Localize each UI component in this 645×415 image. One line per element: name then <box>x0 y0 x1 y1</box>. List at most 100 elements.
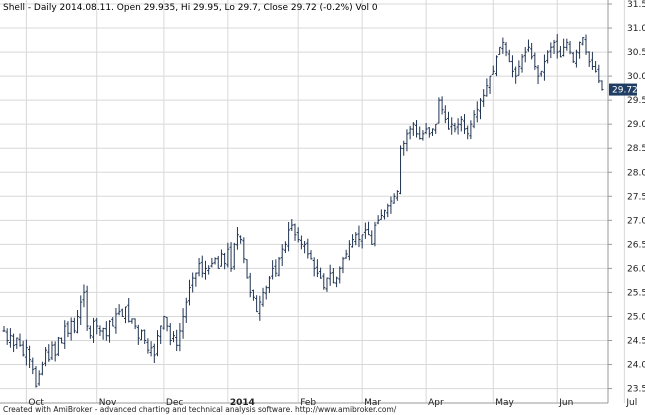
ohlc-bar <box>389 196 393 214</box>
ohlc-bar <box>578 41 582 59</box>
ohlc-bar <box>450 117 454 135</box>
ohlc-bar <box>223 252 227 270</box>
chart-title: Shell - Daily 2014.08.11. Open 29.935, H… <box>3 3 378 13</box>
ohlc-bar <box>555 34 559 59</box>
ohlc-bar <box>590 51 594 70</box>
ohlc-bar <box>76 310 80 334</box>
ohlc-bar <box>37 370 41 386</box>
y-tick-label: 25.0 <box>627 312 645 322</box>
ohlc-bar <box>53 341 57 362</box>
ohlc-bar <box>66 321 70 338</box>
ohlc-bar <box>140 329 144 341</box>
y-tick-label: 28.0 <box>627 168 645 178</box>
ohlc-bar <box>303 240 307 254</box>
y-tick-label: 26.5 <box>627 240 645 250</box>
ohlc-bar <box>88 325 92 339</box>
x-tick-label: May <box>495 398 514 408</box>
price-bars <box>2 34 604 388</box>
ohlc-bar <box>456 118 460 135</box>
ohlc-bar <box>18 333 22 347</box>
ohlc-bar <box>197 257 201 277</box>
footer-credit: Created with AmiBroker - advanced charti… <box>3 405 397 414</box>
ohlc-bar <box>245 259 249 279</box>
y-tick-label: 31.0 <box>627 24 645 34</box>
ohlc-bar <box>162 315 166 330</box>
y-tick-label: 29.5 <box>627 96 645 106</box>
ohlc-bar <box>447 111 451 130</box>
y-tick-label: 28.5 <box>627 144 645 154</box>
y-tick-label: 30.0 <box>627 72 645 82</box>
ohlc-bar <box>427 126 431 138</box>
ohlc-bar <box>562 38 566 57</box>
ohlc-bar <box>338 266 342 284</box>
ohlc-bar <box>155 330 159 357</box>
ohlc-bar <box>526 39 530 52</box>
ohlc-bar <box>47 344 51 362</box>
ohlc-bar <box>216 255 220 269</box>
ohlc-bar <box>501 37 505 54</box>
ohlc-bar <box>283 241 287 254</box>
ohlc-bar <box>328 264 332 286</box>
ohlc-bar <box>347 240 351 261</box>
ohlc-bar <box>466 125 470 140</box>
ohlc-bar <box>235 227 239 250</box>
ohlc-bar <box>92 317 96 344</box>
ohlc-bar <box>191 272 195 293</box>
ohlc-bar <box>373 221 377 247</box>
ohlc-bar <box>367 221 371 236</box>
y-tick-label: 31.5 <box>627 0 645 10</box>
last-price-label: 29.72 <box>612 86 638 96</box>
ohlc-bar <box>255 295 259 313</box>
ohlc-bar <box>242 237 246 264</box>
ohlc-bar <box>488 75 492 94</box>
ohlc-bar <box>274 259 278 277</box>
y-tick-label: 25.5 <box>627 288 645 298</box>
ohlc-bar <box>536 65 540 85</box>
ohlc-bar <box>280 244 284 267</box>
ohlc-bar <box>95 317 99 335</box>
ohlc-bar <box>299 235 303 250</box>
ohlc-bar <box>104 321 108 341</box>
ohlc-bar <box>600 80 604 91</box>
ohlc-bar <box>287 221 291 252</box>
ohlc-bar <box>386 203 390 218</box>
ohlc-bar <box>402 140 406 156</box>
y-axis-ticks: 23.5 24.0 24.5 25.0 25.5 26.0 26.5 27.0 27.5 28.0… <box>608 0 645 395</box>
ohlc-bar <box>63 320 67 349</box>
ohlc-bar <box>597 64 601 84</box>
ohlc-bar <box>354 232 358 246</box>
ohlc-bar <box>168 323 172 346</box>
ohlc-bar <box>341 256 345 274</box>
ohlc-bar <box>459 116 463 132</box>
ohlc-bar <box>392 193 396 204</box>
ohlc-bar <box>98 325 102 336</box>
x-tick-label: Jul <box>625 398 637 408</box>
ohlc-bar <box>127 297 131 323</box>
ohlc-bar <box>181 308 185 339</box>
ohlc-bar <box>363 222 367 239</box>
y-tick-label: 30.5 <box>627 48 645 58</box>
x-tick-label: 2014 <box>230 398 255 408</box>
ohlc-bar <box>152 343 156 363</box>
ohlc-bar <box>472 110 476 129</box>
ohlc-bar <box>418 126 422 140</box>
ohlc-bar <box>101 327 105 340</box>
ohlc-bar <box>258 295 262 321</box>
ohlc-bar <box>277 256 281 277</box>
ohlc-bar <box>85 285 89 331</box>
x-axis-ticks: OctNovDec2014FebMarAprMayJunJulAug <box>28 398 637 408</box>
ohlc-bar <box>44 347 48 367</box>
ohlc-bar <box>248 272 252 298</box>
ohlc-bar <box>31 357 35 375</box>
ohlc-bar <box>82 284 86 308</box>
ohlc-bar <box>15 337 19 349</box>
ohlc-bar <box>210 257 214 268</box>
ohlc-bar <box>290 219 294 231</box>
ohlc-bar <box>24 339 28 366</box>
ohlc-bar <box>315 259 319 278</box>
ohlc-bar <box>34 366 38 388</box>
ohlc-bar <box>159 325 163 344</box>
ohlc-bar <box>357 225 361 248</box>
